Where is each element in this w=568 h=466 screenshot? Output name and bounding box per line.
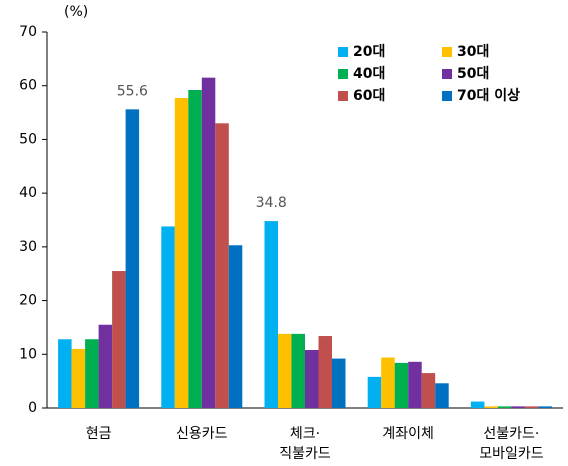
bar	[421, 373, 436, 408]
legend-swatch	[338, 47, 348, 57]
bar	[332, 358, 346, 408]
legend-swatch	[338, 69, 348, 79]
bar	[161, 226, 175, 408]
y-tick-label: 20	[19, 293, 37, 309]
bar	[85, 339, 99, 408]
legend-label: 70대 이상	[457, 87, 520, 104]
y-tick-label: 0	[28, 400, 37, 416]
legend-swatch	[338, 91, 348, 101]
bar	[125, 109, 140, 408]
bar	[215, 123, 229, 409]
value-label: 55.6	[117, 83, 148, 99]
bar	[381, 357, 395, 408]
bar	[174, 98, 189, 408]
x-tick-label: 신용카드	[176, 426, 228, 442]
bar	[291, 333, 305, 408]
legend-label: 20대	[353, 44, 385, 60]
y-tick-label: 40	[19, 185, 37, 201]
bar	[408, 361, 422, 408]
y-tick-label: 30	[19, 239, 37, 255]
bar	[394, 362, 409, 408]
bar	[470, 401, 485, 408]
legend-swatch	[442, 91, 452, 101]
bar	[524, 406, 539, 408]
legend-label: 30대	[457, 44, 489, 60]
x-tick-label: 현금	[86, 426, 112, 442]
bar	[278, 333, 292, 408]
legend-label: 40대	[353, 66, 385, 82]
bar	[497, 406, 512, 408]
x-tick-label: 체크· 직불카드	[279, 426, 331, 462]
y-axis-label: (%)	[64, 4, 88, 20]
bar	[188, 90, 202, 409]
y-tick-label: 60	[19, 78, 37, 94]
bar	[71, 348, 86, 408]
bar	[228, 245, 243, 408]
bar	[435, 383, 449, 408]
bar	[305, 349, 319, 408]
bar	[484, 406, 498, 408]
x-tick-label: 선불카드· 모바일카드	[479, 426, 544, 462]
bar	[511, 406, 525, 408]
bar	[264, 221, 278, 408]
y-tick-label: 50	[19, 131, 37, 147]
legend-swatch	[442, 47, 452, 57]
bar	[538, 406, 552, 408]
y-tick-label: 10	[19, 346, 37, 362]
bar	[367, 376, 382, 408]
value-label: 34.8	[256, 195, 287, 211]
y-tick-label: 70	[19, 24, 37, 40]
bar	[58, 339, 72, 408]
bar	[112, 271, 126, 408]
bar	[98, 324, 113, 408]
bar	[201, 77, 216, 409]
x-tick-label: 계좌이체	[382, 426, 434, 442]
legend-label: 60대	[353, 88, 385, 104]
legend-swatch	[442, 69, 452, 79]
legend-label: 50대	[457, 66, 489, 82]
bar	[318, 336, 332, 408]
